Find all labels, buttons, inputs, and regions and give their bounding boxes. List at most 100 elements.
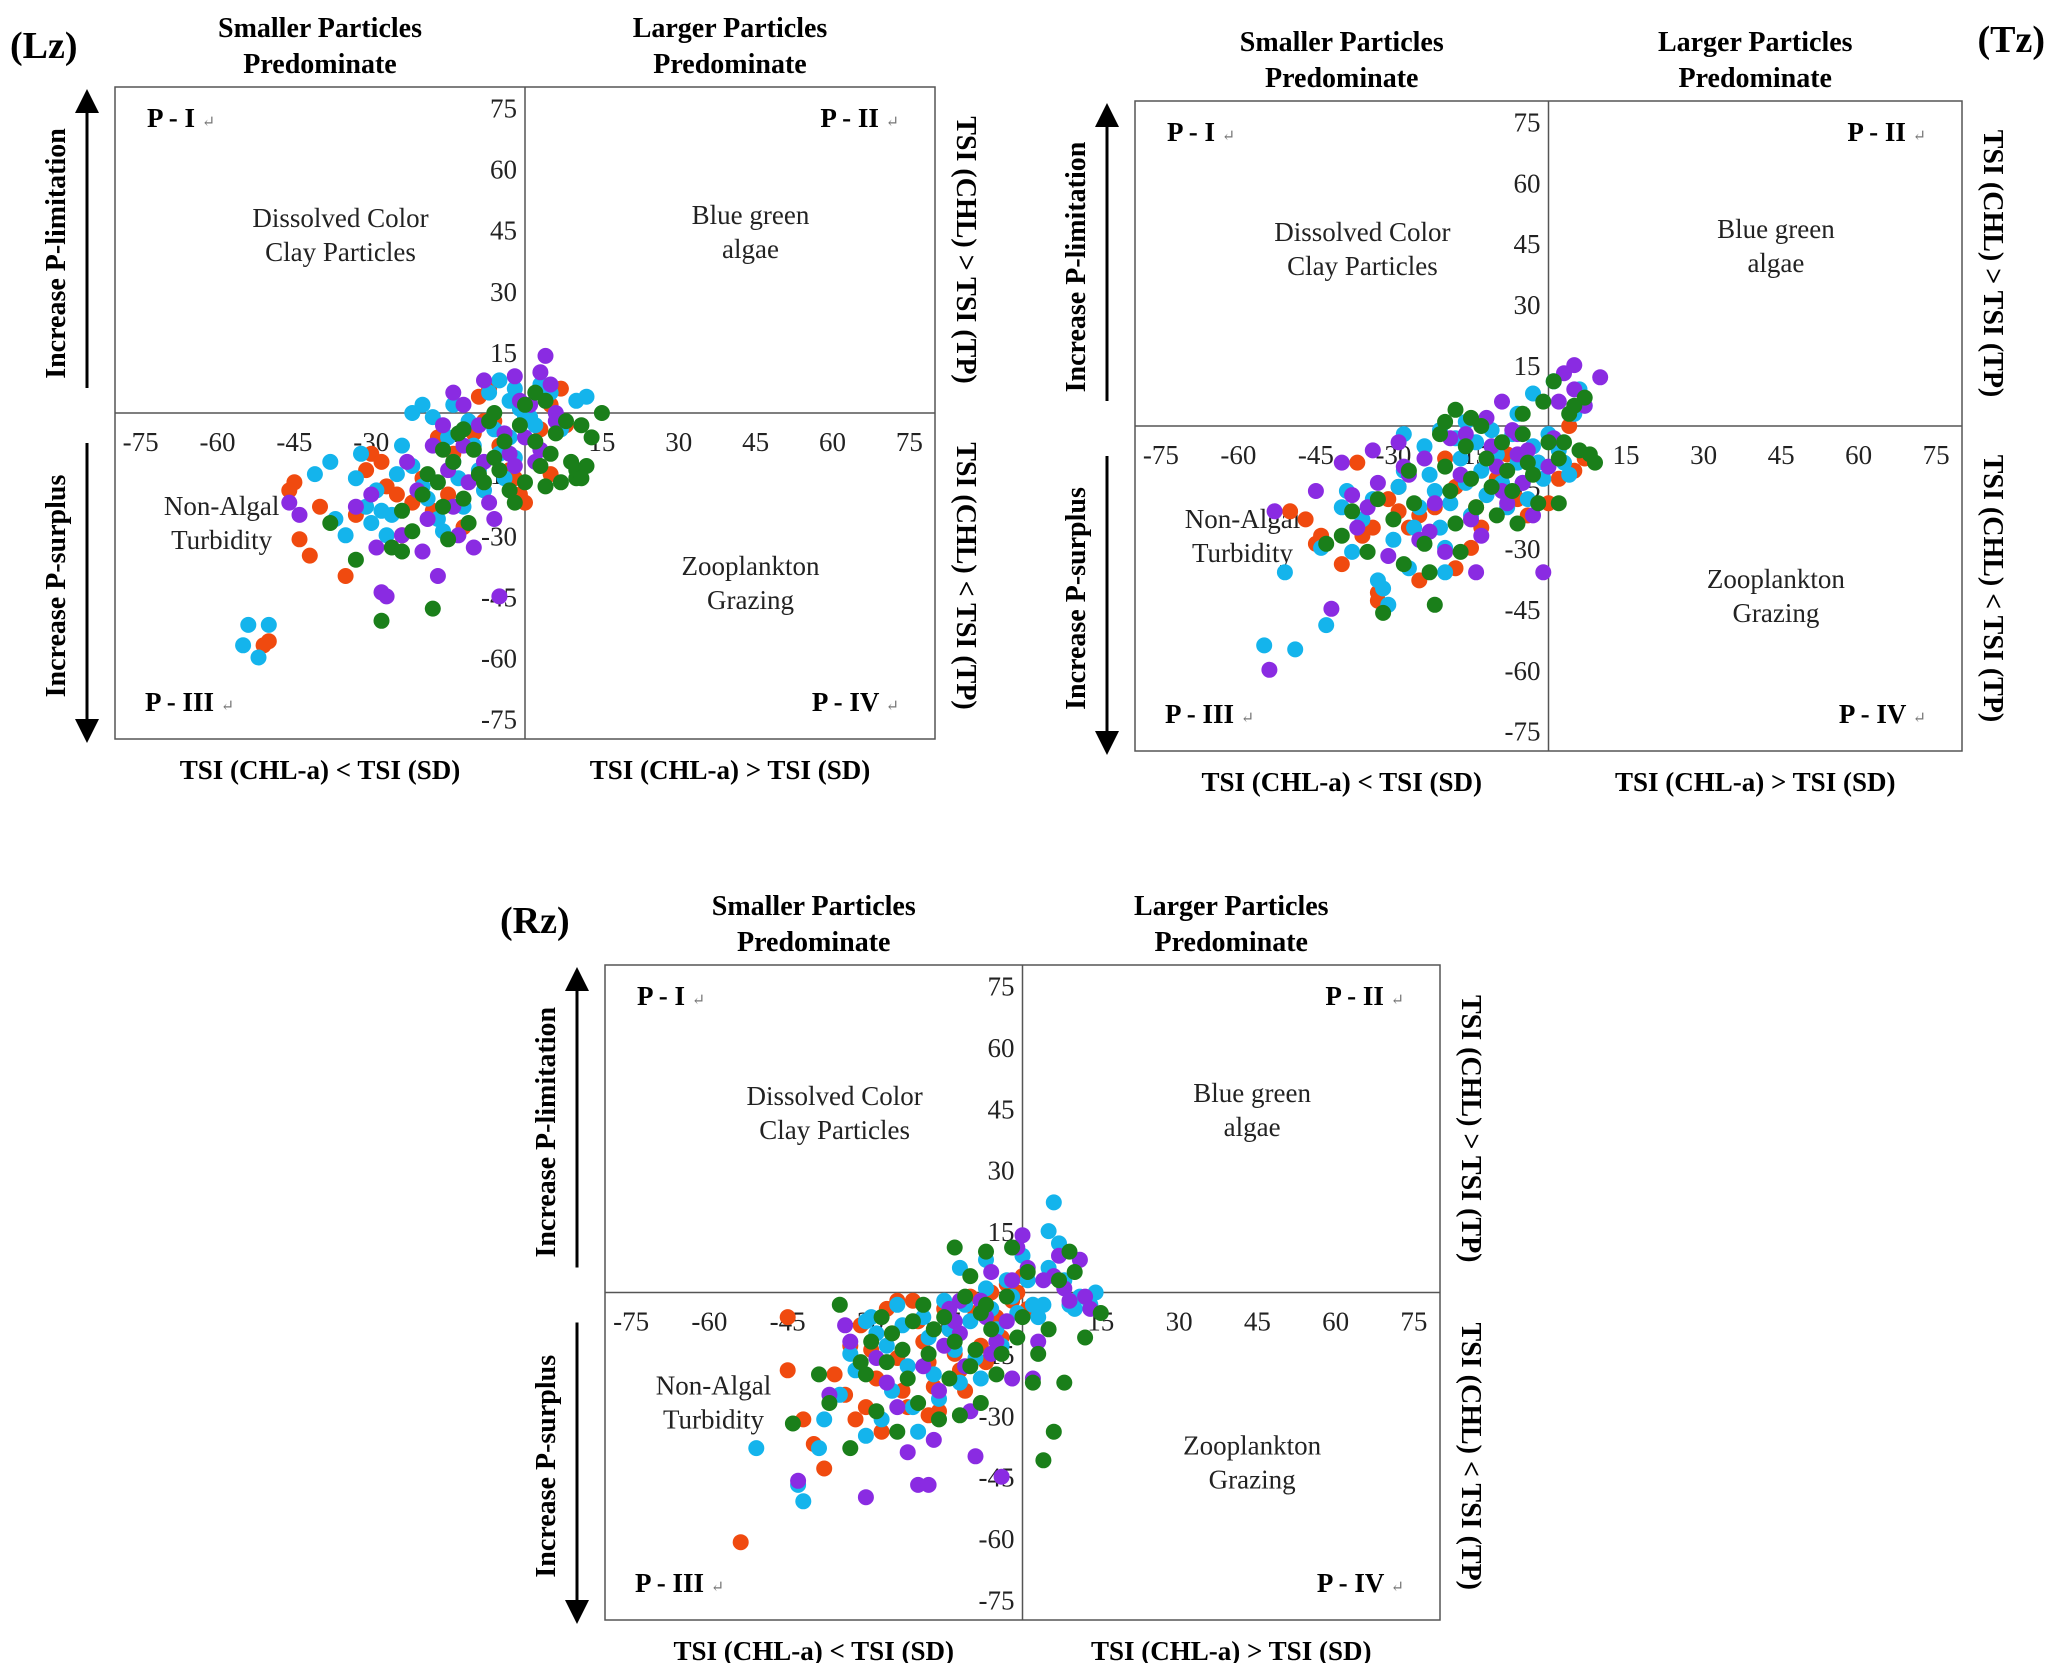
x-tick-label: -45 bbox=[276, 427, 312, 457]
x-tick-label: -75 bbox=[613, 1307, 649, 1337]
data-point bbox=[583, 429, 600, 446]
data-point bbox=[593, 405, 610, 421]
data-point bbox=[1452, 543, 1469, 560]
data-point bbox=[322, 453, 339, 470]
data-point bbox=[440, 486, 457, 503]
data-point bbox=[978, 1280, 994, 1297]
data-point bbox=[1380, 548, 1397, 564]
data-point bbox=[884, 1325, 900, 1342]
data-point bbox=[506, 368, 523, 385]
x-tick-label: 75 bbox=[1923, 440, 1950, 470]
quadrant-text-q3: Turbidity bbox=[1192, 538, 1294, 568]
data-point bbox=[842, 1333, 859, 1350]
data-point bbox=[962, 1358, 979, 1375]
data-point bbox=[1297, 511, 1314, 528]
data-point bbox=[260, 616, 277, 633]
data-point bbox=[1499, 462, 1516, 479]
x-tick-label: 30 bbox=[1690, 440, 1717, 470]
data-point bbox=[1519, 454, 1536, 471]
data-point bbox=[1442, 495, 1459, 512]
x-tick-label: -60 bbox=[1220, 440, 1256, 470]
data-point bbox=[445, 453, 462, 470]
header-larger-particles: Larger Particles bbox=[1658, 27, 1853, 58]
data-point bbox=[831, 1296, 848, 1313]
data-point bbox=[1400, 462, 1417, 479]
data-point bbox=[506, 380, 523, 397]
data-point bbox=[899, 1444, 916, 1461]
data-point bbox=[1488, 507, 1505, 524]
y-tick-label: 45 bbox=[490, 216, 517, 246]
data-point bbox=[1442, 483, 1459, 499]
x-tick-label: 45 bbox=[1768, 440, 1795, 470]
data-point bbox=[312, 498, 328, 515]
data-point bbox=[532, 458, 549, 474]
data-point bbox=[1561, 418, 1578, 434]
right-label-lower: TSI (CHL) < TSI (TP) bbox=[950, 442, 981, 710]
bottom-label-right: TSI (CHL-a) > TSI (SD) bbox=[1091, 1636, 1371, 1663]
x-tick-label: 30 bbox=[1166, 1307, 1193, 1337]
data-point bbox=[748, 1440, 765, 1457]
data-point bbox=[388, 486, 405, 503]
data-point bbox=[1077, 1329, 1094, 1346]
data-point bbox=[1056, 1374, 1073, 1391]
x-tick-label: -45 bbox=[1298, 440, 1334, 470]
right-label-lower: TSI (CHL) < TSI (TP) bbox=[1977, 455, 2008, 723]
data-point bbox=[1390, 478, 1407, 495]
header-larger-particles: Larger Particles bbox=[1134, 891, 1329, 922]
data-point bbox=[904, 1313, 921, 1330]
data-point bbox=[967, 1341, 984, 1358]
data-point bbox=[363, 515, 380, 531]
data-point bbox=[578, 458, 595, 474]
data-point bbox=[1576, 389, 1593, 406]
data-point bbox=[414, 543, 431, 560]
data-point bbox=[925, 1321, 942, 1338]
x-tick-label: -75 bbox=[123, 427, 159, 457]
left-label-upper: Increase P-limitation bbox=[41, 128, 72, 379]
data-point bbox=[1535, 564, 1552, 581]
data-point bbox=[394, 437, 410, 454]
data-point bbox=[1473, 527, 1490, 544]
data-point bbox=[983, 1264, 1000, 1280]
data-point bbox=[1535, 393, 1552, 410]
data-point bbox=[378, 588, 395, 605]
data-point bbox=[1447, 401, 1464, 418]
data-point bbox=[306, 466, 323, 483]
data-point bbox=[414, 396, 431, 413]
x-tick-label: -75 bbox=[1143, 440, 1179, 470]
quadrant-text-q4: Zooplankton bbox=[682, 551, 820, 581]
data-point bbox=[440, 531, 457, 548]
data-point bbox=[1447, 515, 1464, 532]
y-tick-label: 45 bbox=[1514, 229, 1541, 259]
series-4 bbox=[322, 384, 610, 629]
data-point bbox=[255, 637, 272, 654]
data-point bbox=[347, 470, 364, 487]
data-point bbox=[455, 490, 472, 507]
series-4 bbox=[784, 1239, 1109, 1469]
data-point bbox=[978, 1243, 994, 1260]
quadrant-text-q3: Non-Algal bbox=[164, 491, 279, 521]
data-point bbox=[962, 1268, 979, 1285]
header-smaller-particles: Smaller Particles bbox=[1240, 27, 1444, 58]
quadrant-tag: P - IV ↵ bbox=[812, 687, 899, 717]
quadrant-text-q1: Clay Particles bbox=[265, 237, 416, 267]
data-point bbox=[491, 462, 508, 479]
data-point bbox=[496, 433, 513, 450]
data-point bbox=[1287, 641, 1304, 658]
data-point bbox=[414, 486, 431, 503]
data-point bbox=[399, 453, 416, 470]
data-point bbox=[527, 433, 544, 450]
data-point bbox=[455, 421, 472, 438]
data-point bbox=[1282, 503, 1299, 520]
data-point bbox=[967, 1448, 984, 1465]
data-point bbox=[826, 1366, 843, 1383]
data-point bbox=[1432, 426, 1448, 443]
data-point bbox=[857, 1427, 874, 1444]
data-point bbox=[1499, 495, 1516, 512]
quadrant-text-q2: Blue green bbox=[1193, 1078, 1311, 1108]
data-point bbox=[1035, 1296, 1052, 1313]
data-point bbox=[1437, 543, 1454, 560]
y-tick-label: 60 bbox=[490, 155, 517, 185]
data-point bbox=[517, 396, 533, 413]
data-point bbox=[1530, 495, 1547, 512]
